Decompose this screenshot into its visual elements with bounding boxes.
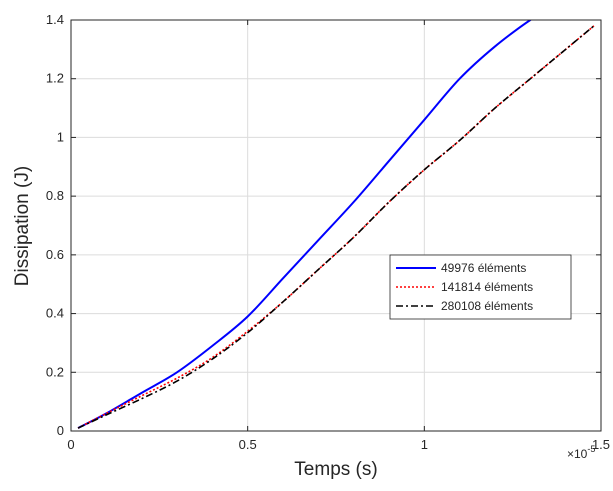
x-tick-label: 0.5 bbox=[239, 437, 257, 452]
y-tick-label: 1 bbox=[57, 129, 64, 144]
legend-label-141814: 141814 éléments bbox=[441, 280, 533, 294]
x-tick-label: 0 bbox=[67, 437, 74, 452]
plot-frame bbox=[70, 19, 602, 432]
y-tick-label: 0.2 bbox=[46, 364, 64, 379]
x-tick-label: 1.5 bbox=[592, 437, 610, 452]
series-layer bbox=[77, 20, 595, 429]
y-tick-label: 1.4 bbox=[46, 12, 64, 27]
plot-area bbox=[71, 20, 601, 431]
x-exponent-base: ×10 bbox=[567, 447, 588, 461]
series-line-0 bbox=[77, 20, 533, 429]
legend-label-49976: 49976 éléments bbox=[441, 261, 526, 275]
y-tick-label: 0.6 bbox=[46, 247, 64, 262]
legend: 49976 éléments 141814 éléments 280108 él… bbox=[389, 254, 572, 320]
y-tick-label: 0 bbox=[57, 423, 64, 438]
x-exponent-label: ×10-5 bbox=[567, 444, 595, 461]
x-axis-label: Temps (s) bbox=[294, 459, 377, 480]
legend-label-280108: 280108 éléments bbox=[441, 299, 533, 313]
y-tick-label: 0.4 bbox=[46, 306, 64, 321]
y-tick-label: 1.2 bbox=[46, 71, 64, 86]
ticks: 0 0.5 1 1.5 0 0.2 0.4 0.6 0.8 1 1.2 1.4 bbox=[46, 12, 610, 452]
y-axis-label: Dissipation (J) bbox=[12, 166, 33, 286]
series-line-1 bbox=[77, 25, 595, 429]
x-exponent-power: -5 bbox=[587, 444, 595, 454]
y-tick-label: 0.8 bbox=[46, 188, 64, 203]
x-tick-label: 1 bbox=[421, 437, 428, 452]
